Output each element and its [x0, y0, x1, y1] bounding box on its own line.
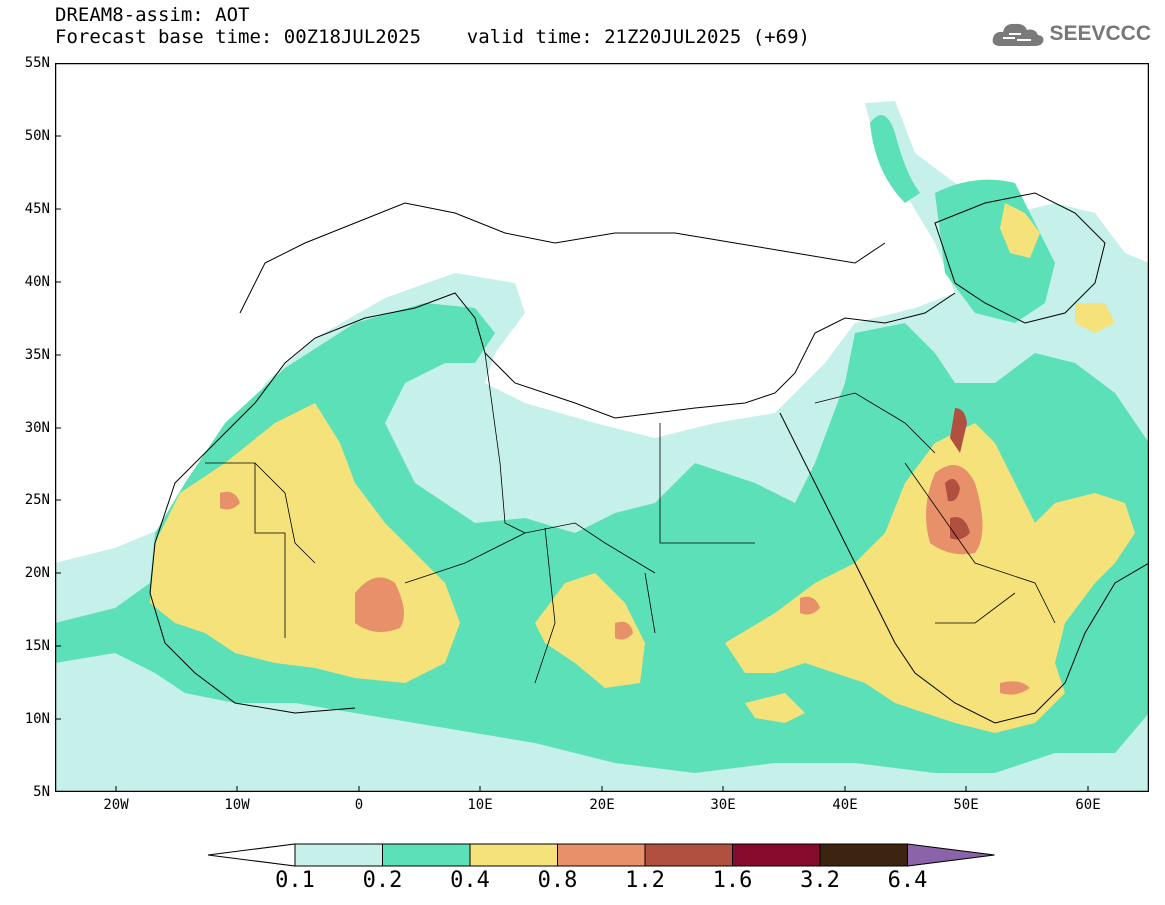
- lon-label: 60E: [1075, 797, 1101, 813]
- colorbar-cell: [294, 843, 383, 867]
- colorbar-cell: [557, 843, 646, 867]
- lat-label: 30N: [24, 420, 50, 436]
- lat-label: 15N: [24, 638, 50, 654]
- country-borders: [205, 352, 1056, 684]
- lat-label: 40N: [24, 274, 50, 290]
- cloud-icon: [993, 23, 1044, 46]
- chart-title: DREAM8-assim: AOT: [55, 4, 250, 26]
- lon-label: 20W: [103, 797, 129, 813]
- colorbar-cell: [644, 843, 733, 867]
- colorbar-label: 0.8: [537, 868, 578, 893]
- logo-text: SEEVCCC: [1049, 22, 1151, 45]
- lon-label: 30E: [710, 797, 736, 813]
- lat-label: 10N: [24, 711, 50, 727]
- chart-subtitle: Forecast base time: 00Z18JUL2025 valid t…: [55, 26, 810, 48]
- aot-map: [55, 63, 1149, 792]
- colorbar-cell: [382, 843, 471, 867]
- lon-label: 50E: [953, 797, 979, 813]
- colorbar-label: 0.2: [362, 868, 403, 893]
- lat-label: 45N: [24, 201, 50, 217]
- colorbar-min-arrow: [207, 843, 296, 867]
- colorbar-label: 0.1: [275, 868, 315, 893]
- lon-label: 0: [354, 797, 364, 813]
- colorbar-label: 3.2: [800, 868, 840, 893]
- lon-label: 40E: [832, 797, 858, 813]
- lon-label: 10E: [467, 797, 493, 813]
- lat-label: 35N: [24, 347, 50, 363]
- lon-label: 10W: [224, 797, 250, 813]
- colorbar-label: 6.4: [887, 868, 928, 893]
- lon-label: 20E: [589, 797, 615, 813]
- coastlines: [149, 192, 1149, 724]
- map-canvas: [55, 63, 1149, 792]
- lat-label: 50N: [24, 128, 50, 144]
- axis-ticks: [55, 63, 1089, 792]
- seevccc-logo: SEEVCCC: [991, 20, 1151, 48]
- lat-label: 25N: [24, 492, 50, 508]
- aot-band-0-4: [150, 203, 1135, 733]
- colorbar-max-arrow: [907, 843, 995, 867]
- colorbar-cell: [819, 843, 908, 867]
- lat-label: 55N: [24, 55, 50, 71]
- colorbar-label: 1.6: [712, 868, 753, 893]
- colorbar-cell: [469, 843, 558, 867]
- colorbar-label: 0.4: [450, 868, 490, 893]
- colorbar-cell: [732, 843, 821, 867]
- lat-label: 5N: [33, 784, 50, 800]
- lat-label: 20N: [24, 565, 50, 581]
- colorbar-label: 1.2: [625, 868, 665, 893]
